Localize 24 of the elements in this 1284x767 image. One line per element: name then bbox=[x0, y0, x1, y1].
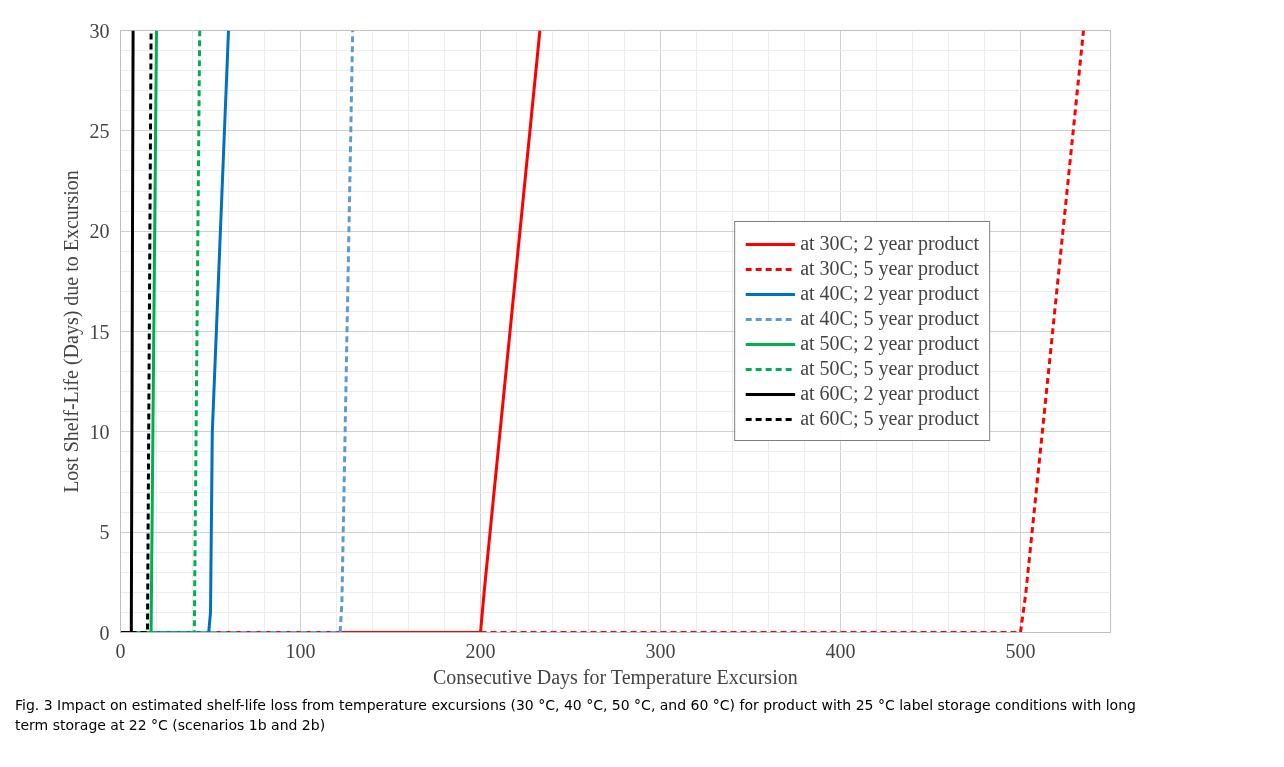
legend-label: at 50C; 2 year product bbox=[800, 332, 979, 355]
x-tick-label: 200 bbox=[465, 639, 496, 662]
y-tick-label: 25 bbox=[89, 119, 110, 142]
x-tick-label: 300 bbox=[645, 639, 676, 662]
x-axis-title: Consecutive Days for Temperature Excursion bbox=[432, 665, 798, 689]
legend-label: at 40C; 5 year product bbox=[800, 307, 979, 330]
legend-label: at 30C; 2 year product bbox=[800, 232, 979, 255]
y-tick-label: 5 bbox=[99, 521, 110, 544]
y-tick-label: 0 bbox=[99, 621, 110, 644]
x-tick-label: 0 bbox=[115, 639, 126, 662]
y-tick-label: 30 bbox=[89, 19, 110, 42]
caption: Fig. 3 Impact on estimated shelf-life loss from temperature excursions (30 °C, 40 °C, 50 °C, and 60 °C) for product with 25 °C label storage conditions with long term storage at 22 °C (scenarios 1b and 2b) bbox=[15, 696, 1137, 735]
legend-label: at 30C; 5 year product bbox=[800, 257, 979, 280]
x-tick-label: 400 bbox=[825, 639, 856, 662]
legend-label: at 40C; 2 year product bbox=[800, 282, 979, 305]
x-tick-label: 100 bbox=[285, 639, 316, 662]
legend-label: at 60C; 5 year product bbox=[800, 407, 979, 430]
x-tick-label: 500 bbox=[1005, 639, 1036, 662]
y-axis-title: Lost Shelf-Life (Days) due to Excursion bbox=[59, 170, 83, 493]
y-tick-label: 15 bbox=[89, 320, 110, 343]
y-tick-label: 10 bbox=[89, 420, 110, 443]
y-tick-label: 20 bbox=[89, 220, 110, 243]
legend-label: at 50C; 5 year product bbox=[800, 357, 979, 380]
legend-label: at 60C; 2 year product bbox=[800, 382, 979, 405]
